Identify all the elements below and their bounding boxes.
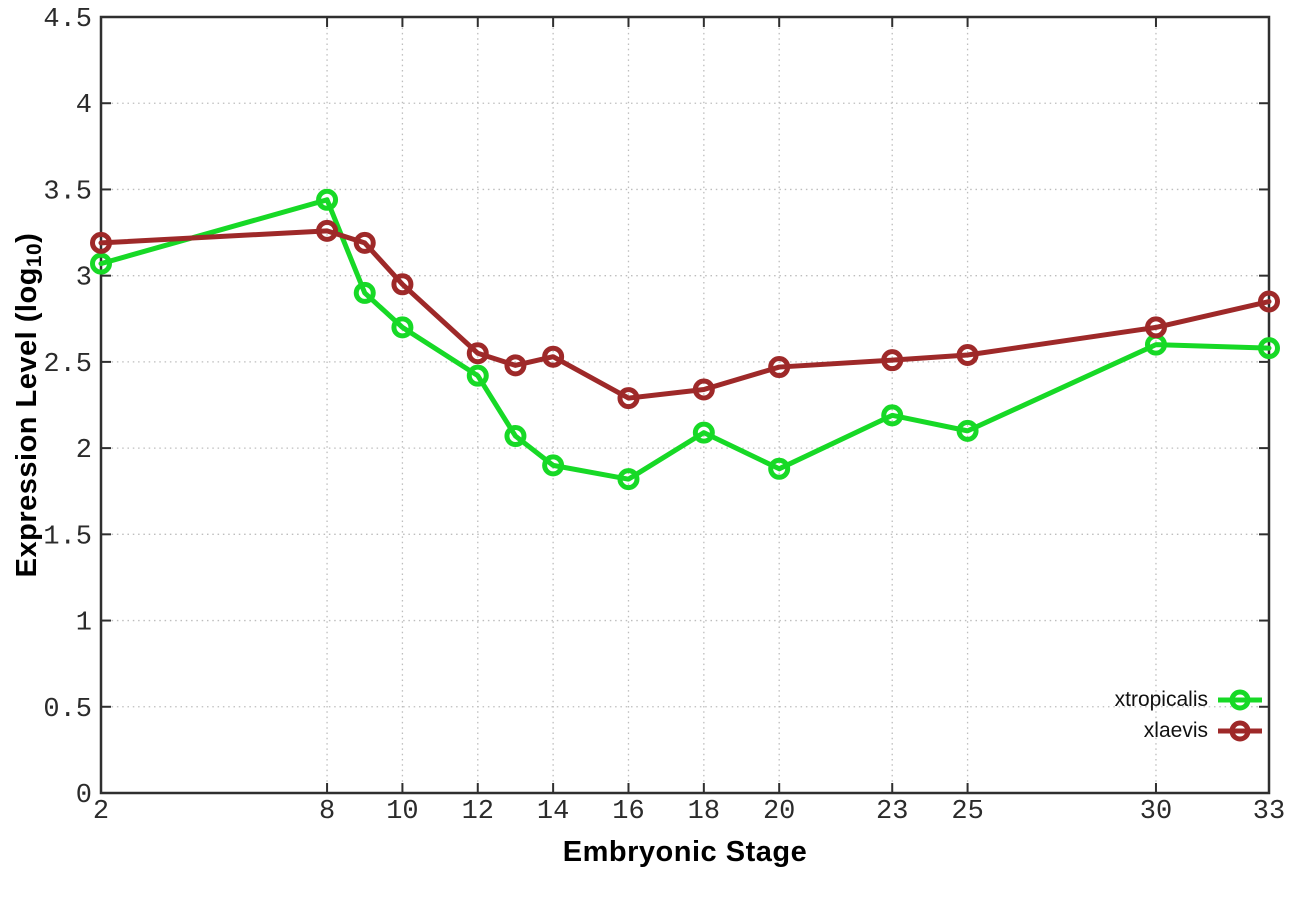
- y-axis-title-close: ): [11, 232, 43, 243]
- data-point-xlaevis: [316, 219, 339, 242]
- x-tick-label: 14: [537, 797, 569, 827]
- y-tick-label: 3: [76, 264, 92, 294]
- data-point-xtropicalis: [768, 457, 791, 480]
- data-point-xlaevis: [692, 378, 715, 401]
- legend-item-xlaevis: xlaevis: [1115, 715, 1263, 746]
- y-tick-label: 1.5: [43, 522, 92, 552]
- data-point-xlaevis: [1144, 316, 1167, 339]
- x-tick-label: 2: [93, 797, 109, 827]
- data-point-xtropicalis: [316, 188, 339, 211]
- data-point-xtropicalis: [1258, 337, 1280, 360]
- y-tick-label: 1: [76, 609, 92, 639]
- y-tick-label: 4: [76, 91, 92, 121]
- data-point-xlaevis: [881, 349, 904, 372]
- legend: xtropicalis xlaevis: [1115, 684, 1263, 746]
- data-point-xlaevis: [466, 342, 489, 365]
- plot-border: [99, 15, 1271, 795]
- data-point-xtropicalis: [90, 252, 112, 275]
- x-tick-label: 23: [876, 797, 908, 827]
- x-tick-label: 33: [1253, 797, 1285, 827]
- data-point-xtropicalis: [692, 421, 715, 444]
- y-tick-label: 2: [76, 436, 92, 466]
- legend-item-xtropicalis: xtropicalis: [1115, 684, 1263, 715]
- data-point-xlaevis: [542, 345, 565, 368]
- legend-label-xlaevis: xlaevis: [1143, 718, 1208, 742]
- x-tick-label: 20: [763, 797, 795, 827]
- data-point-xlaevis: [617, 387, 640, 410]
- data-point-xtropicalis: [353, 281, 376, 304]
- series-line-xtropicalis: [98, 197, 1272, 482]
- data-point-xtropicalis: [956, 419, 979, 442]
- data-point-xlaevis: [956, 343, 979, 366]
- y-tick-label: 0.5: [43, 695, 92, 725]
- x-tick-label: 18: [688, 797, 720, 827]
- data-point-xtropicalis: [504, 425, 527, 448]
- x-axis-title: Embryonic Stage: [562, 836, 808, 868]
- data-point-xtropicalis: [391, 316, 414, 339]
- data-point-xlaevis: [504, 354, 527, 377]
- y-axis-title-subscript: 10: [23, 242, 47, 268]
- data-point-xtropicalis: [542, 454, 565, 477]
- legend-label-xtropicalis: xtropicalis: [1114, 687, 1208, 711]
- x-tick-label: 25: [951, 797, 983, 827]
- data-point-xlaevis: [353, 231, 376, 254]
- y-tick-label: 0: [76, 781, 92, 811]
- y-tick-label: 3.5: [43, 177, 92, 207]
- y-tick-label: 2.5: [43, 350, 92, 380]
- data-point-xlaevis: [391, 273, 414, 296]
- data-point-xlaevis: [1258, 290, 1280, 313]
- x-tick-label: 16: [612, 797, 644, 827]
- data-point-xtropicalis: [881, 404, 904, 427]
- x-tick-label: 10: [386, 797, 418, 827]
- data-point-xtropicalis: [617, 468, 640, 491]
- y-tick-label: 4.5: [43, 5, 92, 35]
- y-axis-title-text: Expression Level (log: [11, 267, 43, 578]
- y-axis-title: Expression Level (log10): [11, 105, 47, 705]
- data-point-xlaevis: [768, 356, 791, 379]
- data-point-xtropicalis: [466, 364, 489, 387]
- legend-marker-xtropicalis: [1218, 689, 1262, 710]
- x-tick-label: 30: [1140, 797, 1172, 827]
- data-point-xlaevis: [90, 231, 112, 254]
- x-tick-label: 8: [319, 797, 335, 827]
- legend-marker-xlaevis: [1218, 720, 1262, 741]
- x-tick-label: 12: [462, 797, 494, 827]
